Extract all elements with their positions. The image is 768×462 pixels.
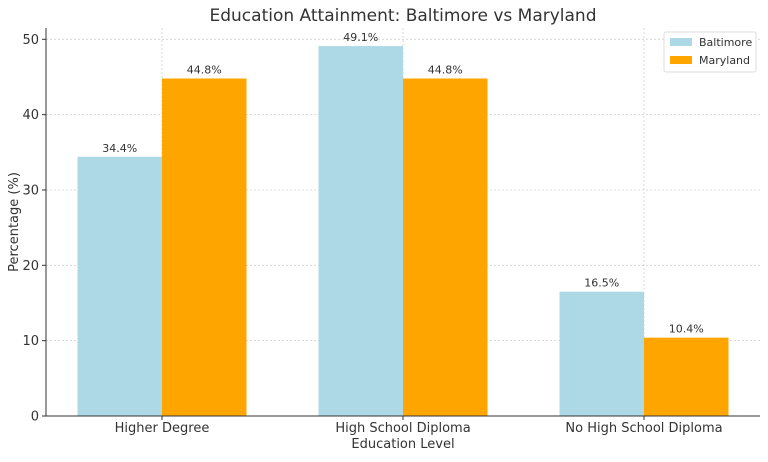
y-tick-label: 50 xyxy=(22,33,39,48)
bar-value-label: 16.5% xyxy=(584,277,619,290)
y-tick-label: 30 xyxy=(22,183,39,198)
x-axis-label: Education Level xyxy=(351,437,454,452)
legend-label: Maryland xyxy=(699,54,750,67)
y-tick-label: 10 xyxy=(22,334,39,349)
bar-value-label: 34.4% xyxy=(102,142,137,155)
x-tick-label: No High School Diploma xyxy=(565,421,722,436)
legend-swatch-baltimore xyxy=(670,38,692,46)
bar-baltimore xyxy=(559,291,644,416)
bar-value-label: 44.8% xyxy=(187,63,222,76)
bar-maryland xyxy=(644,337,729,416)
legend-label: Baltimore xyxy=(699,36,752,49)
bar-value-label: 44.8% xyxy=(428,63,463,76)
legend-swatch-maryland xyxy=(670,56,692,64)
bar-baltimore xyxy=(77,156,162,417)
chart-title: Education Attainment: Baltimore vs Maryl… xyxy=(210,6,597,26)
bar-baltimore xyxy=(318,46,403,417)
bar-maryland xyxy=(162,78,247,417)
x-tick-label: Higher Degree xyxy=(115,421,210,436)
x-tick-label: High School Diploma xyxy=(335,421,470,436)
y-tick-label: 0 xyxy=(31,410,39,425)
y-tick-label: 20 xyxy=(22,259,39,274)
y-axis-label: Percentage (%) xyxy=(7,172,22,272)
y-tick-label: 40 xyxy=(22,108,39,123)
bar-maryland xyxy=(403,78,488,417)
bar-value-label: 49.1% xyxy=(343,31,378,44)
bar-value-label: 10.4% xyxy=(669,323,704,336)
